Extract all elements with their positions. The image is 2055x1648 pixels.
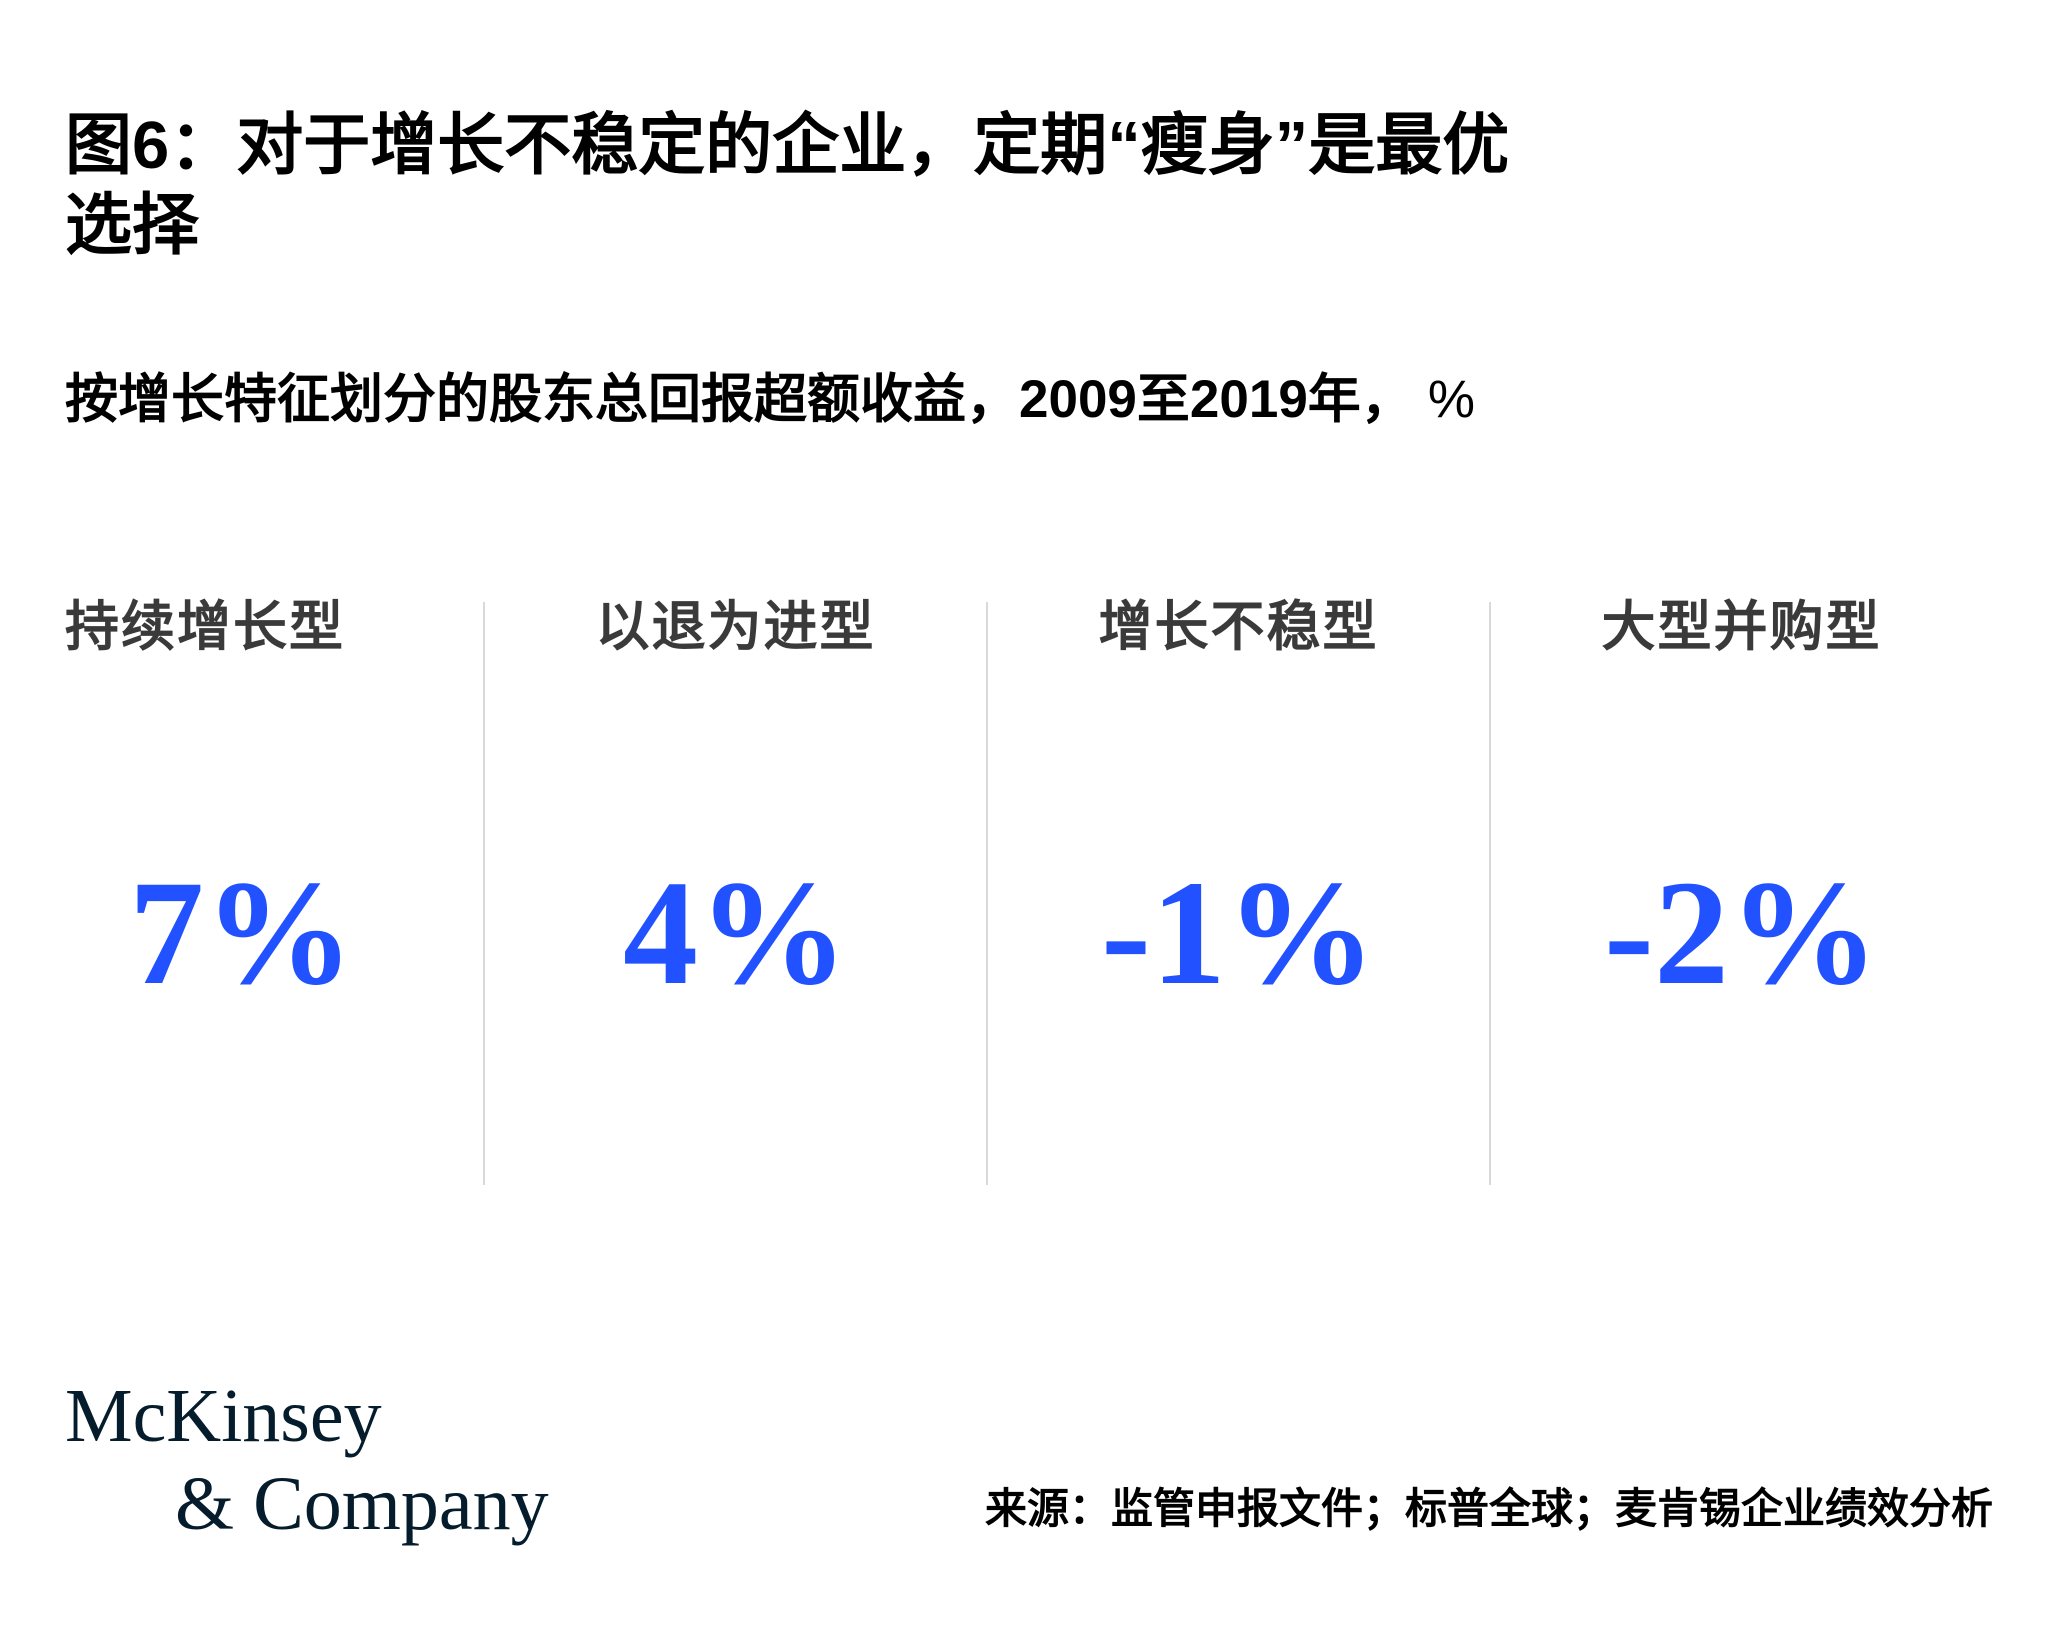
chart-subtitle: 按增长特征划分的股东总回报超额收益，2009至2019年，% [65,368,1475,432]
logo-line2: & Company [175,1462,549,1546]
column-divider [483,602,485,1185]
category-column-unstable-growth: 增长不稳型 -1% [988,596,1489,1186]
chart-subtitle-unit: % [1427,370,1475,429]
category-column-large-ma: 大型并购型 -2% [1491,596,1992,1186]
page-title-line1: 图6：对于增长不稳定的企业，定期“瘦身”是最优 [65,108,1510,183]
page-title: 图6：对于增长不稳定的企业，定期“瘦身”是最优 选择 [65,106,1509,266]
logo-line1: McKinsey [65,1374,382,1458]
category-value: 7% [129,850,354,1016]
chart-subtitle-text: 按增长特征划分的股东总回报超额收益，2009至2019年， [65,370,1414,429]
page-title-line2: 选择 [65,188,199,263]
category-label: 大型并购型 [1601,597,1882,657]
category-value: 4% [623,850,848,1016]
category-column-sustained-growth: 持续增长型 7% [0,596,483,1186]
column-divider [1489,602,1491,1185]
column-divider [986,602,988,1185]
mckinsey-logo: McKinsey & Company [65,1372,549,1548]
category-label: 持续增长型 [65,597,345,657]
category-value: -2% [1604,850,1879,1016]
source-note: 来源：监管申报文件；标普全球；麦肯锡企业绩效分析 [985,1485,1994,1532]
category-label: 以退为进型 [595,597,876,657]
category-label: 增长不稳型 [1098,597,1379,657]
category-value: -1% [1101,850,1376,1016]
category-column-retreat-to-advance: 以退为进型 4% [485,596,986,1186]
